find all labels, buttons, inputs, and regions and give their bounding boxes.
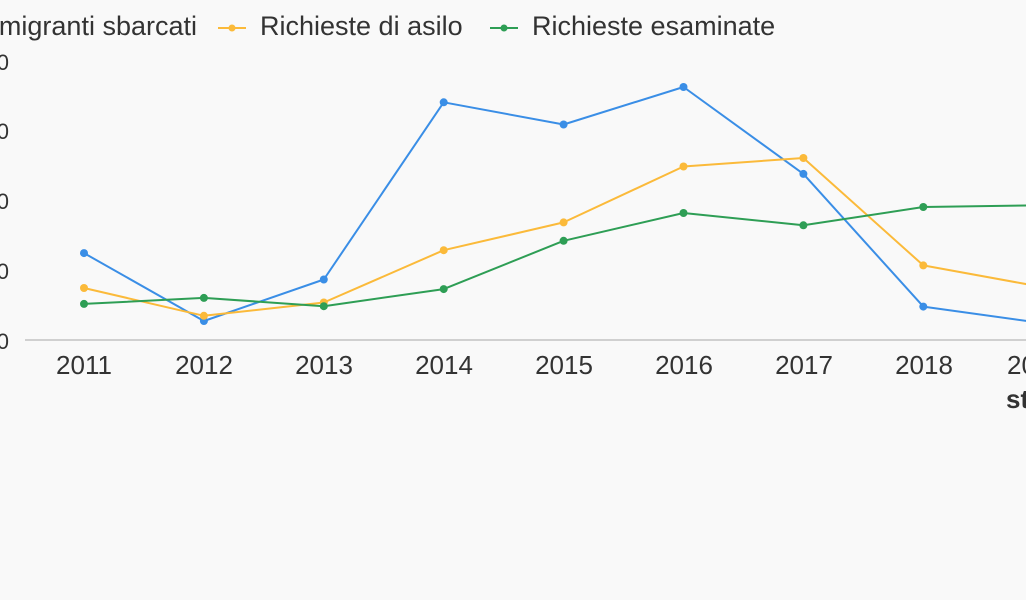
data-point-richieste-di-asilo[interactable]	[679, 162, 688, 171]
legend: migranti sbarcati Richieste di asilo Ric…	[0, 11, 775, 41]
data-point-richieste-esaminate[interactable]	[559, 236, 568, 245]
legend-label-richieste-di-asilo: Richieste di asilo	[260, 11, 463, 41]
data-point-richieste-di-asilo[interactable]	[439, 246, 448, 255]
x-axis: 2011 2012 2013 2014 2015 2016 2017 2018 …	[56, 350, 1026, 414]
data-point-richieste-esaminate[interactable]	[919, 203, 928, 211]
x-tick-label: 2011	[56, 350, 112, 380]
data-point-richieste-esaminate[interactable]	[799, 221, 808, 230]
y-axis: 0 0 0 0 0	[0, 50, 9, 354]
data-point-migranti-sbarcati[interactable]	[799, 169, 808, 178]
data-point-richieste-esaminate[interactable]	[679, 209, 688, 217]
data-point-richieste-esaminate[interactable]	[80, 299, 88, 308]
data-point-migranti-sbarcati[interactable]	[439, 98, 448, 107]
data-point-richieste-di-asilo[interactable]	[799, 154, 808, 162]
data-point-richieste-di-asilo[interactable]	[559, 218, 568, 227]
y-tick-label: 0	[0, 259, 9, 284]
series-richieste-di-asilo	[80, 154, 1026, 320]
data-point-migranti-sbarcati[interactable]	[559, 120, 568, 129]
x-tick-label: 2014	[415, 350, 473, 380]
legend-marker-richieste-esaminate	[500, 24, 508, 32]
legend-label-richieste-esaminate: Richieste esaminate	[532, 11, 775, 41]
data-point-richieste-esaminate[interactable]	[319, 302, 328, 311]
series-line-richieste-esaminate	[83, 204, 1026, 308]
data-point-richieste-esaminate[interactable]	[199, 293, 208, 302]
x-tick-label: 2017	[775, 350, 833, 380]
bottom-right-note: st	[1006, 384, 1026, 414]
y-tick-label: 0	[0, 50, 9, 75]
data-point-richieste-di-asilo[interactable]	[80, 284, 88, 292]
data-point-richieste-di-asilo[interactable]	[199, 311, 208, 320]
series-layer	[80, 83, 1026, 325]
series-line-migranti-sbarcati	[83, 86, 1026, 322]
legend-label-migranti-sbarcati: migranti sbarcati	[0, 11, 197, 41]
data-point-richieste-di-asilo[interactable]	[919, 261, 928, 270]
legend-marker-richieste-di-asilo	[228, 24, 236, 32]
x-tick-label: 2013	[295, 350, 353, 380]
series-richieste-esaminate	[80, 203, 1026, 311]
data-point-migranti-sbarcati[interactable]	[319, 275, 328, 284]
y-tick-label: 0	[0, 329, 9, 354]
x-tick-label: 2012	[175, 350, 233, 380]
x-tick-label: 2015	[535, 350, 593, 380]
x-tick-label: 2016	[655, 350, 713, 380]
data-point-migranti-sbarcati[interactable]	[679, 83, 688, 91]
series-migranti-sbarcati	[80, 83, 1026, 325]
x-tick-label: 20	[1007, 350, 1026, 380]
series-line-richieste-di-asilo	[83, 157, 1026, 317]
x-tick-label: 2018	[895, 350, 953, 380]
data-point-migranti-sbarcati[interactable]	[80, 249, 88, 258]
data-point-richieste-esaminate[interactable]	[439, 285, 448, 294]
y-tick-label: 0	[0, 189, 9, 214]
data-point-migranti-sbarcati[interactable]	[919, 302, 928, 311]
y-tick-label: 0	[0, 119, 9, 144]
